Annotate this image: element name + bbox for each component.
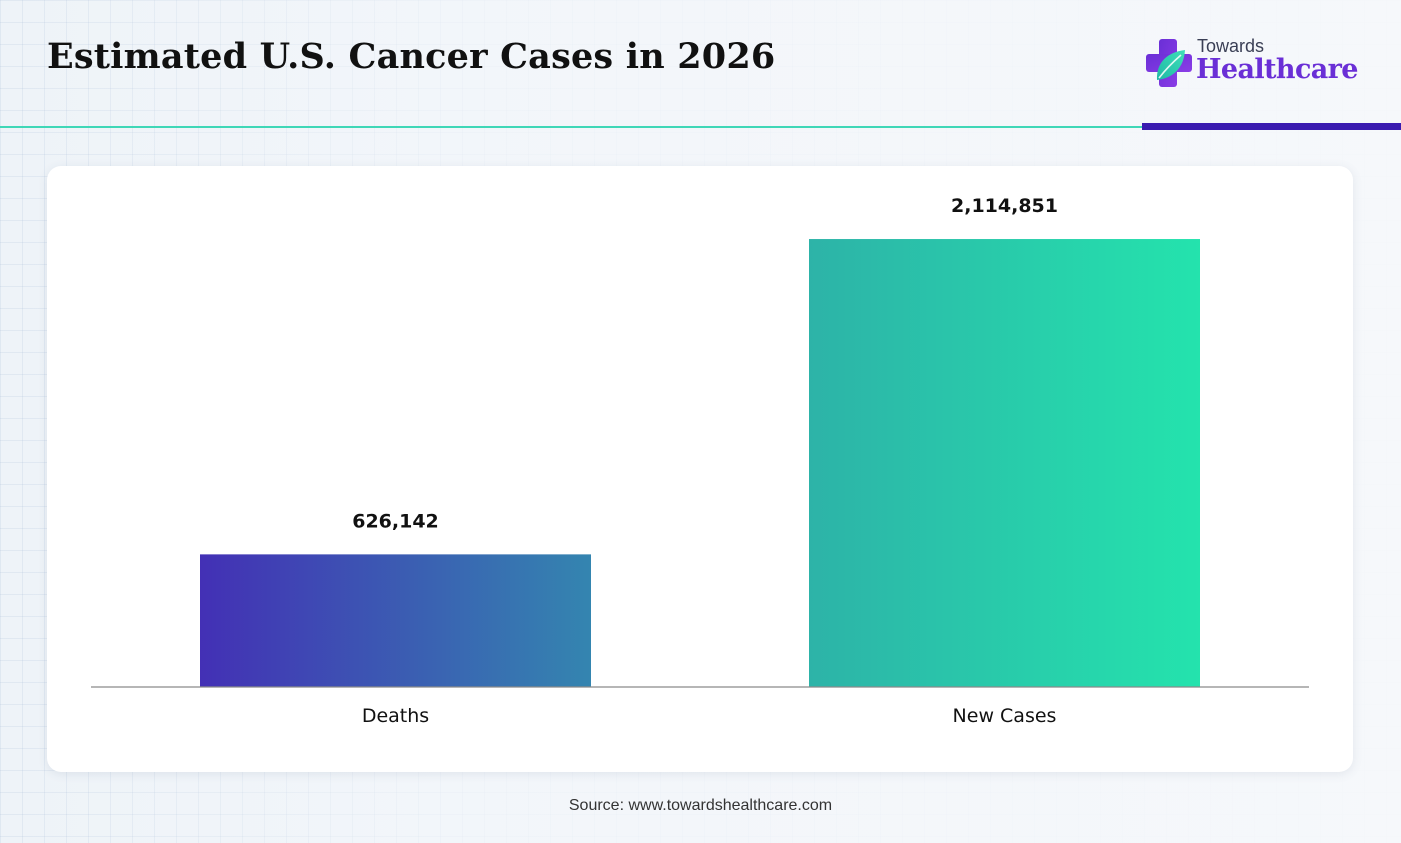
bars-group [200, 239, 1200, 687]
bar-deaths [200, 554, 591, 687]
labels-group: 626,142 Deaths 2,114,851 New Cases [352, 195, 1058, 727]
data-label-new-cases: 2,114,851 [951, 195, 1058, 217]
brand-logo: Towards Healthcare [1144, 36, 1359, 96]
data-label-deaths: 626,142 [352, 510, 439, 532]
bar-chart: 626,142 Deaths 2,114,851 New Cases [91, 195, 1309, 727]
bar-new-cases [809, 239, 1200, 687]
medical-cross-leaf-icon [1146, 39, 1192, 87]
logo-text-healthcare: Healthcare [1196, 54, 1358, 85]
source-note: Source: www.towardshealthcare.com [568, 797, 833, 814]
category-label-deaths: Deaths [362, 705, 429, 727]
logo-text-towards: Towards [1197, 36, 1265, 56]
page-title: Estimated U.S. Cancer Cases in 2026 [47, 36, 776, 77]
chart-card: 626,142 Deaths 2,114,851 New Cases [47, 166, 1353, 772]
category-label-new-cases: New Cases [953, 705, 1057, 727]
header-divider-teal [0, 126, 1142, 128]
header-divider-purple [1142, 123, 1401, 130]
